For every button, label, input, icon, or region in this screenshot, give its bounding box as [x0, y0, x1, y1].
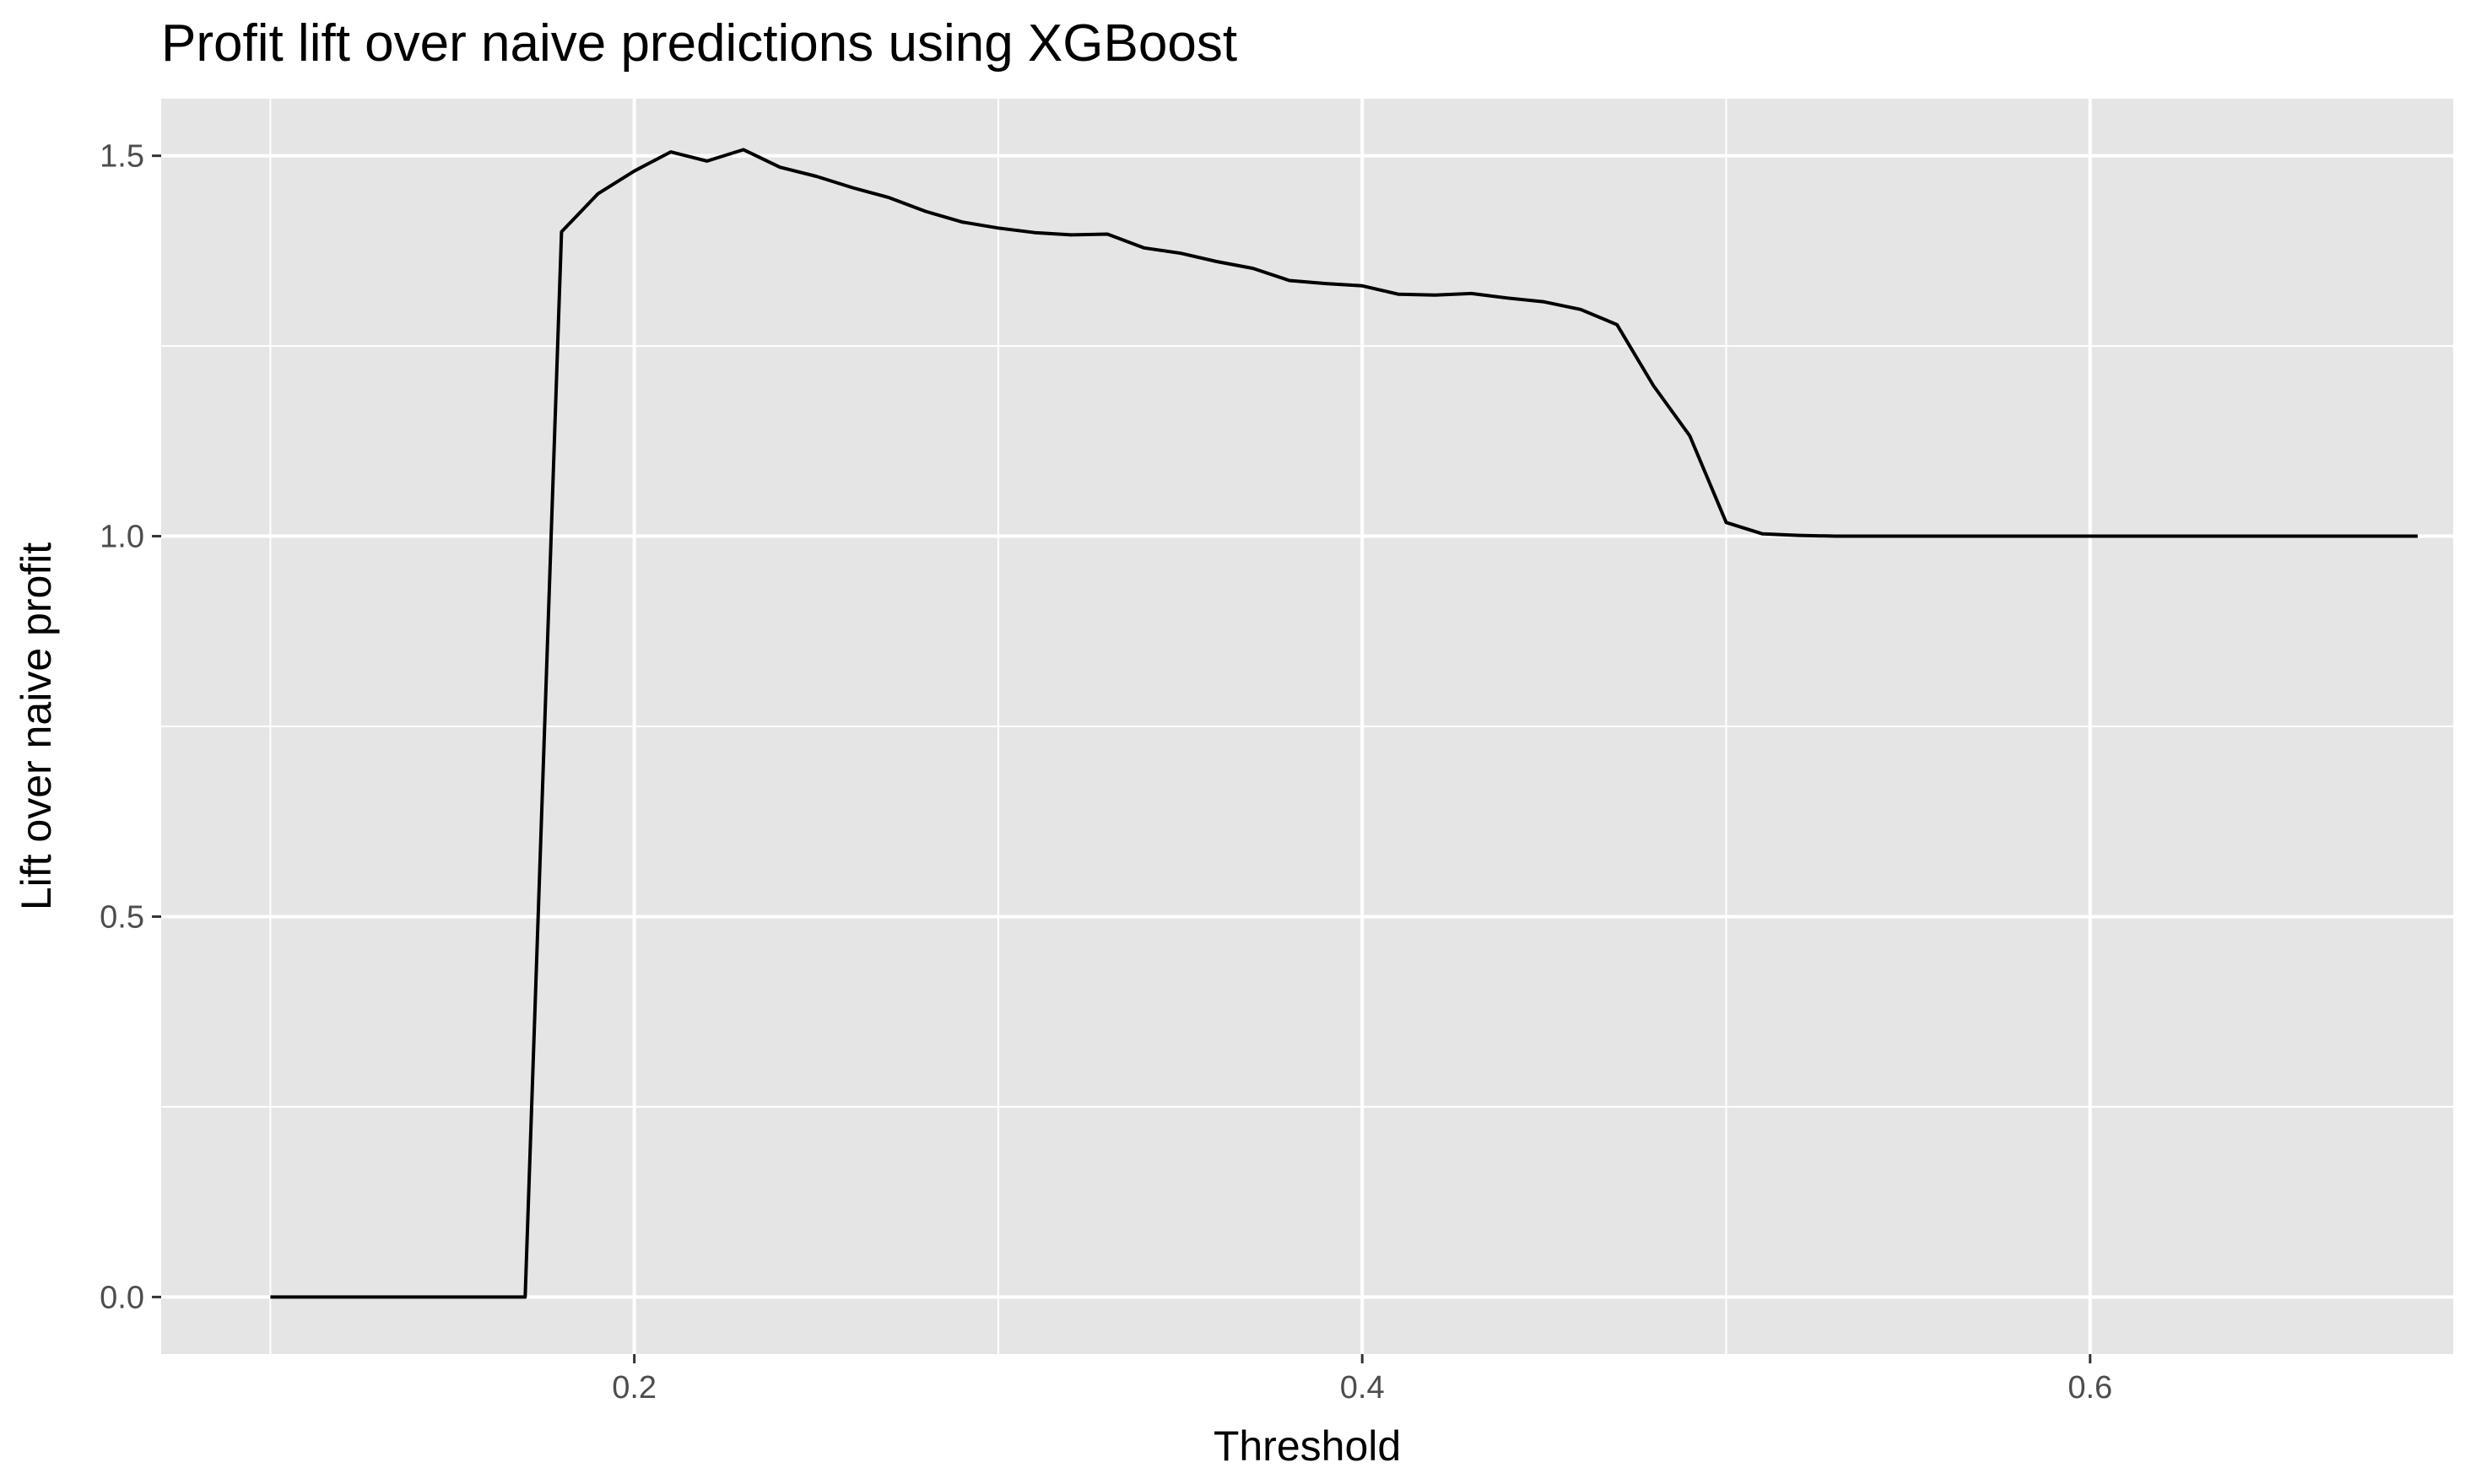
grid-lines: [161, 99, 2455, 1354]
y-tick-label: 0.0: [100, 1280, 144, 1315]
x-tick-label: 0.4: [1340, 1370, 1385, 1406]
x-tick-label: 0.6: [2068, 1370, 2112, 1406]
x-axis-title: Threshold: [1214, 1422, 1401, 1470]
series-line: [270, 148, 2418, 1299]
y-axis-title: Lift over naive profit: [13, 542, 60, 910]
y-tick-label: 1.0: [100, 520, 144, 555]
axes: 0.2 0.4 0.6 0.0 0.5 1.0 1.5: [100, 139, 2112, 1406]
y-tick-label: 0.5: [100, 899, 144, 935]
data-series: [270, 148, 2418, 1299]
y-tick-label: 1.5: [100, 139, 144, 175]
chart-title: Profit lift over naive predictions using…: [161, 14, 1237, 73]
x-tick-label: 0.2: [612, 1370, 657, 1406]
